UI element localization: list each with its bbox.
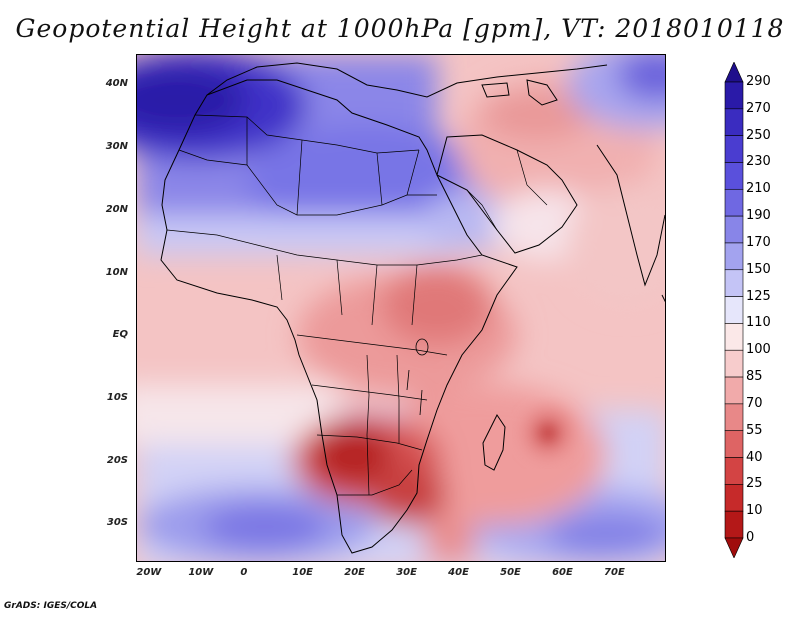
- colorbar-level-label: 70: [746, 395, 763, 411]
- colorbar-band: [724, 81, 744, 110]
- colorbar-top-arrow: [724, 62, 744, 83]
- colorbar-band: [724, 376, 744, 405]
- map-panel: [136, 54, 666, 562]
- caspian-coast: [526, 79, 558, 106]
- colorbar-band: [724, 323, 744, 351]
- lakes: [406, 338, 429, 416]
- colorbar-band: [724, 188, 744, 217]
- lon-tick-label: 10W: [188, 567, 214, 578]
- plot-title: Geopotential Height at 1000hPa [gpm], VT…: [15, 14, 785, 43]
- geopotential-field: [137, 55, 665, 561]
- colorbar-level-label: 270: [746, 100, 771, 116]
- colorbar-band: [724, 162, 744, 190]
- cyclone-feature: [522, 407, 574, 459]
- colorbar-band: [724, 510, 744, 539]
- lon-tick-label: 60E: [552, 567, 573, 578]
- lon-tick-label: 20W: [136, 567, 162, 578]
- colorbar-level-label: 230: [746, 154, 771, 170]
- srilanka-coast: [661, 294, 665, 303]
- lat-tick-label: 20N: [105, 203, 128, 215]
- colorbar-level-label: 150: [746, 261, 771, 277]
- colorbar-level-label: 110: [746, 315, 771, 331]
- colorbar-band: [724, 457, 744, 485]
- colorbar-band: [724, 108, 744, 136]
- lat-tick-label: 10S: [106, 391, 128, 403]
- colorbar-level-label: 125: [746, 288, 771, 304]
- colorbar-band: [724, 242, 744, 271]
- colorbar-level-label: 85: [746, 369, 763, 385]
- lat-tick-label: 20S: [106, 454, 128, 466]
- lon-tick-label: 0: [240, 567, 248, 578]
- colorbar-level-label: 250: [746, 127, 771, 143]
- colorbar-level-label: 190: [746, 208, 771, 224]
- colorbar-level-label: 290: [746, 74, 771, 89]
- colorbar-band: [724, 349, 744, 378]
- colorbar-band: [724, 135, 744, 163]
- country-borders: [166, 114, 548, 496]
- blacksea-coast: [481, 82, 510, 98]
- colorbar-level-label: 25: [746, 476, 763, 492]
- lon-tick-label: 40E: [448, 567, 469, 578]
- coastlines: [160, 62, 665, 554]
- colorbar: [724, 62, 744, 558]
- lon-tick-label: 20E: [344, 567, 365, 578]
- lat-tick-label: 30S: [106, 517, 128, 529]
- india-coast: [596, 144, 665, 287]
- colorbar-band: [724, 215, 744, 244]
- colorbar-level-label: 55: [746, 422, 763, 438]
- lon-tick-label: 70E: [604, 567, 625, 578]
- colorbar-level-label: 170: [746, 234, 771, 250]
- lat-tick-label: EQ: [112, 329, 128, 341]
- colorbar-level-label: 100: [746, 342, 771, 358]
- map-canvas: [137, 55, 665, 561]
- lat-tick-label: 30N: [105, 141, 128, 153]
- lat-tick-label: 40N: [105, 78, 128, 90]
- colorbar-level-label: 210: [746, 181, 771, 197]
- lon-tick-label: 10E: [292, 567, 314, 578]
- colorbar-level-label: 0: [746, 530, 755, 545]
- africa-coast: [160, 79, 518, 554]
- europe-coast: [206, 62, 608, 98]
- lon-tick-label: 30E: [396, 567, 417, 578]
- colorbar-band: [724, 296, 744, 324]
- madagascar-coast: [482, 414, 506, 471]
- colorbar-band: [724, 269, 744, 297]
- colorbar-level-label: 40: [746, 449, 763, 465]
- lon-tick-label: 50E: [500, 567, 521, 578]
- colorbar-band: [724, 430, 744, 458]
- colorbar-band: [724, 403, 744, 432]
- colorbar-band: [724, 484, 744, 512]
- colorbar-bottom-arrow: [724, 537, 744, 558]
- colorbar-level-label: 10: [746, 503, 763, 519]
- lat-tick-label: 10N: [105, 266, 128, 278]
- software-credit: GrADS: IGES/COLA: [4, 601, 98, 611]
